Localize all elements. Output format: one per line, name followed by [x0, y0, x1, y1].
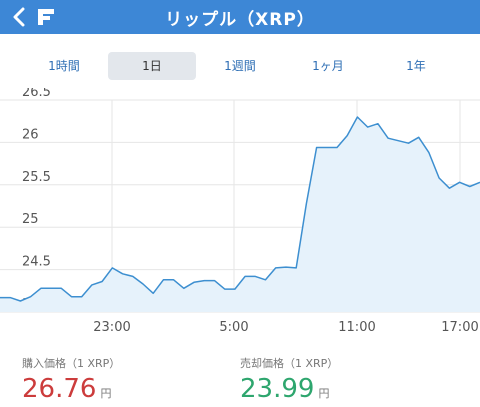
tab-1-week[interactable]: 1週間	[224, 59, 256, 73]
x-tick-label: 23:00	[93, 320, 130, 335]
tab-1-month[interactable]: 1ヶ月	[312, 59, 344, 73]
tab-1-hour[interactable]: 1時間	[48, 59, 80, 73]
tab-1-year[interactable]: 1年	[406, 59, 426, 73]
y-tick-label: 25	[22, 212, 39, 227]
price-area-fill	[0, 117, 480, 312]
y-tick-label: 25.5	[22, 170, 51, 185]
sell-price-label: 売却価格（1 XRP）	[240, 357, 339, 370]
y-tick-label: 26	[22, 127, 39, 142]
buy-price-unit: 円	[100, 387, 112, 400]
x-tick-label: 17:00	[441, 320, 478, 335]
y-tick-label: 26.5	[22, 88, 51, 100]
buy-price-value: 26.76	[22, 374, 97, 404]
y-tick-label: 24.5	[22, 255, 51, 270]
buy-price-label: 購入価格（1 XRP）	[22, 357, 121, 370]
tab-1-day[interactable]: 1日	[108, 52, 196, 80]
period-tabs: 1時間 1日 1週間 1ヶ月 1年	[0, 52, 480, 82]
price-line	[0, 116, 480, 302]
chevron-left-icon	[13, 7, 25, 27]
sell-price-block: 売却価格（1 XRP） 23.99 円	[240, 356, 338, 404]
x-tick-label: 5:00	[219, 320, 248, 335]
buy-price-block: 購入価格（1 XRP） 26.76 円	[22, 356, 120, 404]
sell-price-unit: 円	[318, 387, 330, 400]
page-title: リップル（XRP）	[165, 9, 315, 30]
x-tick-label: 11:00	[338, 320, 375, 335]
app-logo-icon	[38, 9, 54, 25]
sell-price-value: 23.99	[240, 374, 315, 404]
app-header: リップル（XRP）	[0, 0, 480, 34]
back-button[interactable]	[4, 0, 34, 34]
